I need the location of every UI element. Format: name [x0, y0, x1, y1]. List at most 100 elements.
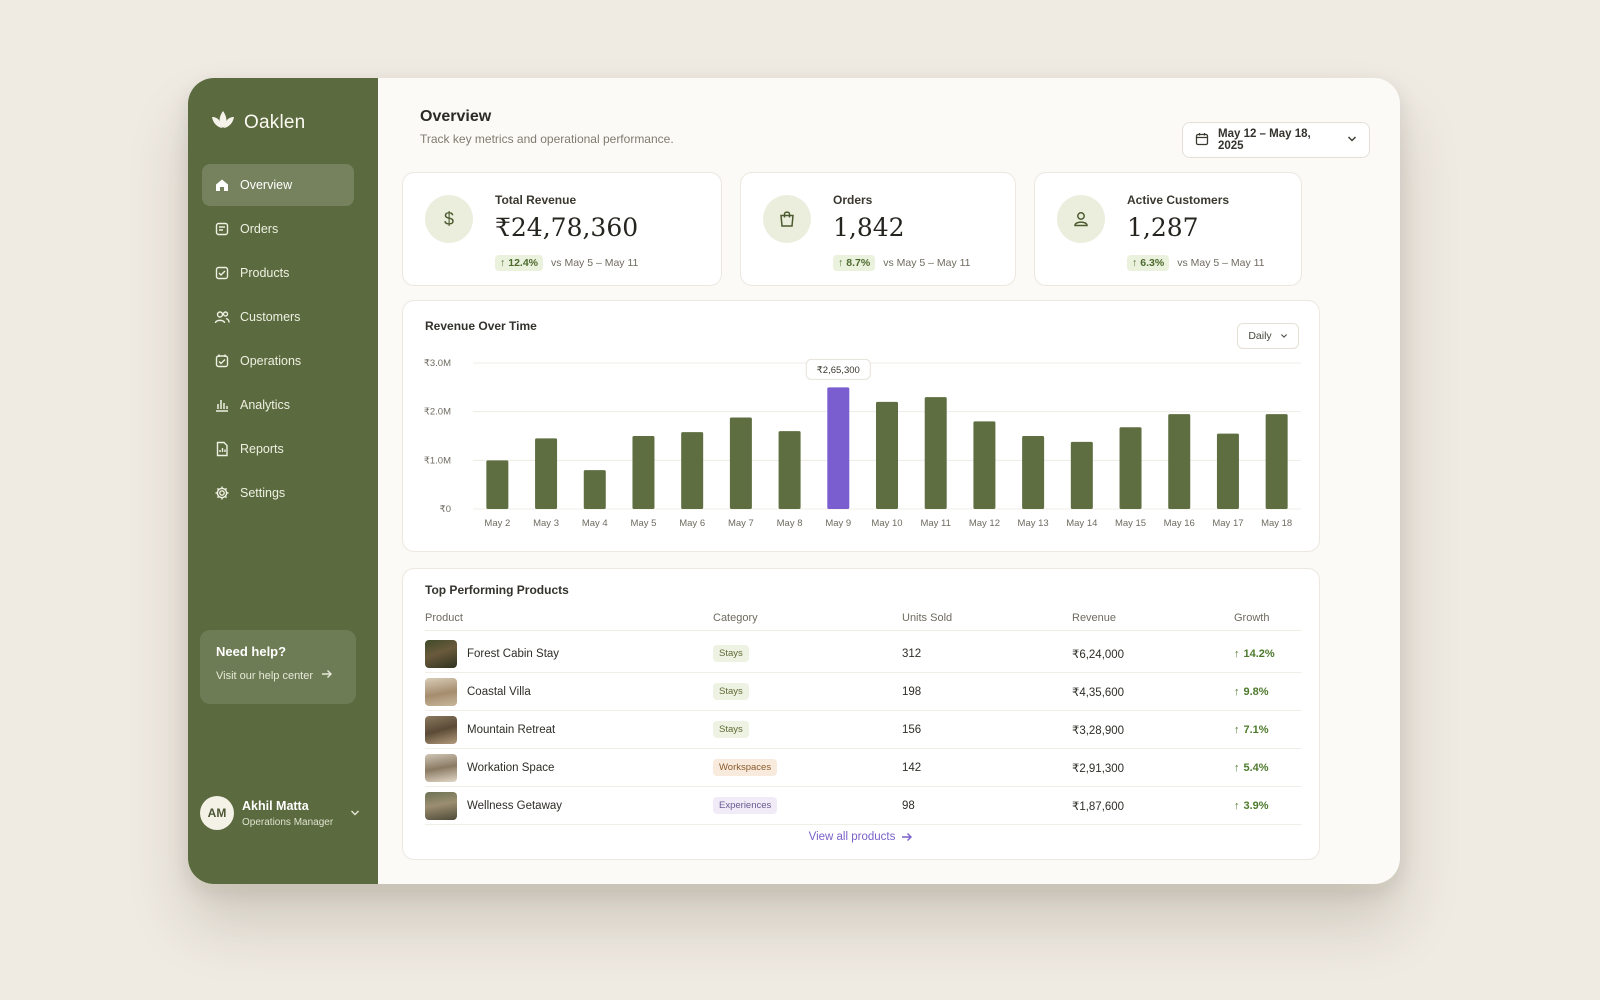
x-tick-label: May 15 [1115, 518, 1146, 529]
table-header: Product Category Units Sold Revenue Grow… [425, 605, 1301, 631]
page-subtitle: Track key metrics and operational perfor… [420, 132, 674, 146]
stat-card-orders: Orders 1,842 ↑ 8.7% vs May 5 – May 11 [740, 172, 1016, 286]
stat-card-total-revenue: $ Total Revenue ₹24,78,360 ↑ 12.4% vs Ma… [402, 172, 722, 286]
category-badge: Stays [713, 683, 749, 700]
growth-value: ↑ 7.1% [1234, 724, 1269, 736]
units-sold: 198 [902, 685, 922, 698]
x-tick-label: May 3 [533, 518, 559, 529]
product-thumbnail [425, 639, 457, 668]
bar [729, 417, 752, 509]
product-name: Mountain Retreat [467, 723, 556, 736]
sidebar-item-label: Customers [240, 310, 301, 324]
growth-value: ↑ 3.9% [1234, 800, 1269, 812]
sidebar-item-products[interactable]: Products [202, 252, 354, 294]
view-all-label: View all products [808, 831, 896, 843]
category-badge: Stays [713, 645, 749, 662]
stat-card-active-customers: Active Customers 1,287 ↑ 6.3% vs May 5 –… [1034, 172, 1302, 286]
table-row[interactable]: Coastal Villa Stays 198 ₹4,35,600 ↑ 9.8% [425, 673, 1301, 711]
help-card[interactable]: Need help? Visit our help center [200, 630, 356, 704]
sidebar-item-customers[interactable]: Customers [202, 296, 354, 338]
sidebar-item-analytics[interactable]: Analytics [202, 384, 354, 426]
growth-percent: 3.9% [1243, 799, 1269, 812]
brand-name: Oaklen [244, 111, 306, 133]
chevron-down-icon[interactable] [350, 804, 360, 822]
arrow-up-icon: ↑ [1132, 257, 1138, 269]
arrow-up-icon: ↑ [1234, 761, 1240, 774]
sidebar-item-operations[interactable]: Operations [202, 340, 354, 382]
sidebar-item-label: Overview [240, 178, 293, 192]
product-thumbnail [425, 753, 457, 782]
stat-delta: ↑ 12.4% vs May 5 – May 11 [495, 255, 638, 271]
growth-percent: 14.2% [1243, 647, 1275, 660]
sidebar-item-overview[interactable]: Overview [202, 164, 354, 206]
x-tick-label: May 18 [1261, 518, 1292, 529]
stat-label: Active Customers [1127, 193, 1230, 207]
column-header-growth[interactable]: Growth [1234, 611, 1270, 624]
bar [1070, 441, 1093, 509]
date-range-picker[interactable]: May 12 – May 18, 2025 [1182, 122, 1370, 158]
top-products-card: Top Performing Products Product Category… [402, 568, 1320, 860]
table-title: Top Performing Products [425, 583, 569, 597]
table-row[interactable]: Wellness Getaway Experiences 98 ₹1,87,60… [425, 787, 1301, 825]
arrow-up-icon: ↑ [1234, 723, 1240, 736]
growth-value: ↑ 5.4% [1234, 762, 1269, 774]
help-center-link[interactable]: Visit our help center [216, 669, 340, 682]
revenue-value: ₹3,28,900 [1072, 724, 1125, 737]
dashboard-window: Oaklen Overview Orders Products [188, 78, 1400, 884]
delta-comparison: vs May 5 – May 11 [883, 257, 971, 269]
column-header-category[interactable]: Category [713, 611, 758, 624]
delta-value: 12.4% [508, 257, 539, 269]
revenue-value: ₹6,24,000 [1072, 648, 1125, 661]
table-row[interactable]: Forest Cabin Stay Stays 312 ₹6,24,000 ↑ 1… [425, 635, 1301, 673]
table-row[interactable]: Workation Space Workspaces 142 ₹2,91,300… [425, 749, 1301, 787]
revenue-value: ₹2,91,300 [1072, 762, 1125, 775]
bar [681, 432, 704, 509]
bar [778, 431, 801, 509]
units-sold: 156 [902, 723, 922, 736]
granularity-dropdown[interactable]: Daily [1237, 323, 1299, 349]
user-profile[interactable]: AM Akhil Matta Operations Manager [200, 796, 360, 830]
view-all-products-link[interactable]: View all products [403, 831, 1319, 843]
sidebar-item-reports[interactable]: Reports [202, 428, 354, 470]
x-tick-label: May 4 [582, 518, 608, 529]
growth-value: ↑ 14.2% [1234, 648, 1275, 660]
product-name: Coastal Villa [467, 685, 531, 698]
bar [1022, 436, 1045, 509]
column-header-revenue[interactable]: Revenue [1072, 611, 1117, 624]
avatar: AM [200, 796, 234, 830]
arrow-up-icon: ↑ [500, 257, 506, 269]
x-tick-label: May 16 [1164, 518, 1195, 529]
revenue-value: ₹4,35,600 [1072, 686, 1125, 699]
sidebar-item-orders[interactable]: Orders [202, 208, 354, 250]
x-tick-label: May 2 [484, 518, 510, 529]
user-role: Operations Manager [242, 816, 334, 828]
sidebar-item-settings[interactable]: Settings [202, 472, 354, 514]
gear-icon [214, 485, 230, 501]
product-name: Forest Cabin Stay [467, 647, 560, 660]
stat-delta: ↑ 6.3% vs May 5 – May 11 [1127, 255, 1265, 271]
growth-percent: 7.1% [1243, 723, 1269, 736]
arrow-right-icon [321, 669, 333, 682]
category-badge: Stays [713, 721, 749, 738]
svg-text:$: $ [444, 209, 454, 229]
delta-pill: ↑ 6.3% [1127, 255, 1170, 271]
arrow-up-icon: ↑ [1234, 799, 1240, 812]
arrow-up-icon: ↑ [1234, 685, 1240, 698]
chevron-down-icon [1347, 134, 1357, 146]
sidebar-item-label: Operations [240, 354, 302, 368]
growth-percent: 5.4% [1243, 761, 1269, 774]
brand[interactable]: Oaklen [210, 108, 305, 137]
product-thumbnail [425, 715, 457, 744]
stat-value: 1,287 [1127, 213, 1199, 242]
bar [1216, 433, 1239, 509]
stat-delta: ↑ 8.7% vs May 5 – May 11 [833, 255, 971, 271]
stat-label: Total Revenue [495, 193, 577, 207]
product-thumbnail [425, 791, 457, 820]
units-sold: 312 [902, 647, 922, 660]
arrow-up-icon: ↑ [838, 257, 844, 269]
chart-title: Revenue Over Time [425, 319, 537, 333]
column-header-product[interactable]: Product [425, 611, 463, 624]
table-row[interactable]: Mountain Retreat Stays 156 ₹3,28,900 ↑ 7.… [425, 711, 1301, 749]
column-header-units[interactable]: Units Sold [902, 611, 953, 624]
bar [973, 421, 996, 509]
